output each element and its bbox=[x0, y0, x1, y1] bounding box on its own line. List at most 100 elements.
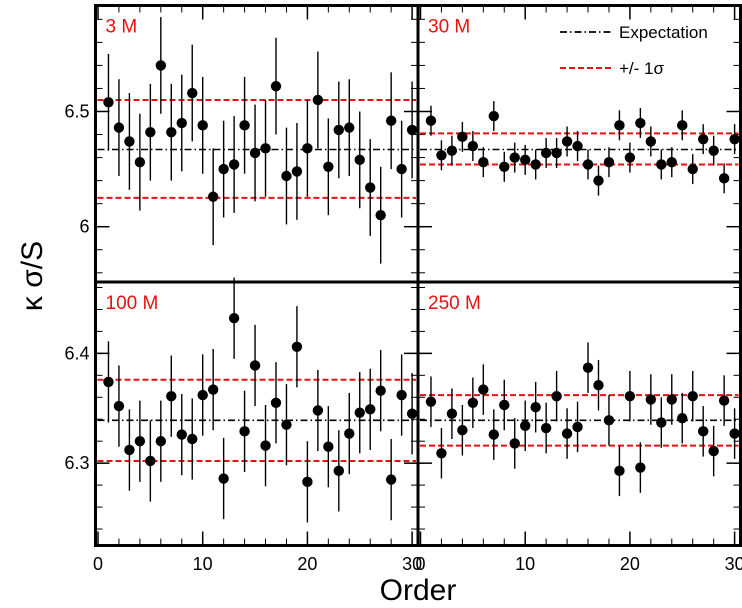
y-tick-label: 6.4 bbox=[64, 343, 89, 363]
data-point bbox=[582, 362, 594, 373]
data-point bbox=[333, 124, 345, 136]
data-point bbox=[385, 474, 397, 485]
data-point bbox=[687, 163, 698, 175]
data-point bbox=[207, 191, 219, 202]
panel-4: 250 M bbox=[418, 286, 741, 530]
data-point bbox=[467, 397, 479, 408]
panel-3: 6.3 6.4 100 M bbox=[64, 277, 418, 530]
x-tick-label: 30 bbox=[725, 554, 742, 574]
data-point bbox=[406, 408, 418, 419]
data-point bbox=[176, 429, 187, 440]
data-point bbox=[718, 395, 730, 406]
data-point bbox=[134, 435, 146, 447]
data-point bbox=[239, 426, 250, 437]
data-point bbox=[406, 124, 418, 136]
data-point bbox=[281, 419, 292, 430]
data-point bbox=[666, 394, 677, 405]
data-point bbox=[124, 136, 135, 147]
data-point bbox=[425, 115, 437, 126]
data-point bbox=[656, 417, 667, 428]
data-point bbox=[302, 143, 313, 154]
data-point bbox=[603, 415, 615, 426]
data-point bbox=[520, 420, 531, 432]
data-point bbox=[540, 422, 552, 434]
data-point bbox=[145, 455, 156, 467]
data-point bbox=[333, 465, 345, 477]
x-axis-ticks: 0 10 20 300 10 20 30 bbox=[93, 5, 742, 574]
y-tick-label: 6.5 bbox=[64, 101, 89, 121]
panel-label: 30 M bbox=[428, 17, 470, 38]
data-point bbox=[729, 428, 740, 439]
data-point bbox=[354, 154, 365, 166]
data-point bbox=[593, 380, 604, 391]
data-point bbox=[187, 433, 198, 445]
data-point bbox=[228, 159, 240, 170]
x-tick-label: 0 bbox=[415, 554, 425, 574]
data-point bbox=[228, 313, 240, 324]
data-point bbox=[436, 448, 447, 459]
data-point bbox=[270, 80, 282, 92]
data-point bbox=[718, 173, 730, 184]
data-point bbox=[551, 390, 562, 402]
data-point bbox=[291, 341, 303, 352]
y-tick-label: 6 bbox=[79, 217, 89, 237]
data-point bbox=[446, 408, 458, 419]
data-point bbox=[687, 390, 698, 402]
x-tick-label: 10 bbox=[515, 554, 535, 574]
data-point bbox=[551, 147, 562, 159]
data-point bbox=[155, 60, 167, 71]
data-point bbox=[197, 389, 208, 401]
data-point bbox=[708, 145, 719, 156]
data-point bbox=[572, 140, 583, 152]
panel-2: 30 M bbox=[418, 17, 741, 274]
legend-label: Expectation bbox=[619, 23, 708, 42]
data-point bbox=[312, 94, 324, 106]
data-point bbox=[635, 117, 646, 129]
data-point bbox=[499, 161, 510, 172]
panel-label: 3 M bbox=[106, 17, 138, 38]
y-axis-title: κ σ/S bbox=[16, 241, 49, 311]
data-point bbox=[218, 163, 229, 175]
data-point bbox=[375, 209, 386, 221]
data-point bbox=[582, 159, 594, 170]
panels-layer: 6 6.5 3 M 30 M 6.3 6.4 100 M 250 M bbox=[64, 17, 741, 530]
data-point bbox=[645, 394, 657, 405]
data-point bbox=[488, 110, 499, 122]
data-point bbox=[365, 182, 376, 193]
legend: Expectation +/- 1σ bbox=[560, 23, 708, 78]
data-point bbox=[187, 87, 198, 99]
data-point bbox=[302, 476, 313, 488]
data-point bbox=[635, 462, 646, 473]
data-point bbox=[645, 136, 657, 147]
data-point bbox=[446, 145, 458, 156]
data-point bbox=[697, 426, 709, 437]
data-point bbox=[323, 161, 334, 172]
data-point bbox=[561, 136, 573, 147]
data-point bbox=[103, 376, 114, 388]
data-point bbox=[176, 117, 187, 129]
data-point bbox=[540, 147, 552, 159]
data-point bbox=[396, 389, 407, 401]
x-tick-label: 10 bbox=[193, 554, 213, 574]
data-point bbox=[614, 465, 625, 477]
panel-label: 250 M bbox=[428, 293, 481, 314]
x-tick-label: 20 bbox=[297, 554, 317, 574]
data-point bbox=[291, 166, 303, 177]
data-point bbox=[145, 127, 156, 138]
data-point bbox=[396, 163, 407, 175]
data-point bbox=[697, 133, 709, 145]
data-point bbox=[530, 159, 541, 170]
data-point bbox=[603, 156, 615, 168]
panel-1: 6 6.5 3 M bbox=[64, 17, 418, 274]
x-tick-label: 30 bbox=[402, 554, 422, 574]
data-point bbox=[103, 97, 114, 108]
panel-label: 100 M bbox=[106, 293, 159, 314]
data-point bbox=[677, 120, 688, 131]
data-point bbox=[572, 421, 583, 433]
data-point bbox=[478, 384, 489, 395]
data-point bbox=[249, 360, 261, 371]
data-point bbox=[260, 143, 271, 154]
legend-label: +/- 1σ bbox=[619, 59, 664, 78]
data-point bbox=[312, 405, 324, 416]
data-point bbox=[385, 115, 397, 126]
